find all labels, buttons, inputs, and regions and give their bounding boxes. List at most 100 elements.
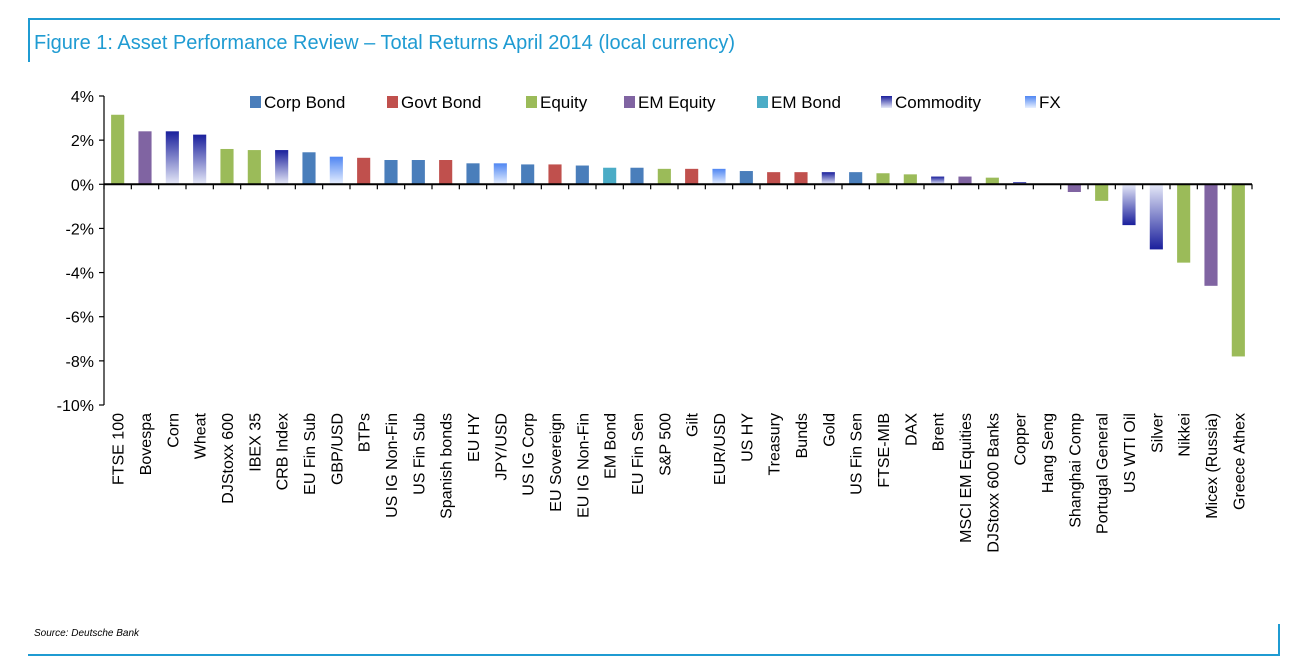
bar: [1067, 184, 1081, 193]
x-tick-label: Bovespa: [138, 413, 155, 475]
x-tick-label: Corn: [165, 413, 182, 448]
x-tick-label: DJStoxx 600 Banks: [985, 413, 1002, 553]
x-tick-label: Wheat: [193, 412, 210, 459]
x-tick-label: BTPs: [357, 413, 374, 452]
x-tick-label: US HY: [739, 413, 756, 462]
bar: [493, 163, 507, 185]
x-tick-label: DJStoxx 600: [220, 413, 237, 504]
legend-label: EM Bond: [771, 93, 841, 112]
bar: [439, 160, 453, 185]
x-tick-label: DAX: [903, 413, 920, 446]
y-tick-label: -2%: [66, 221, 94, 238]
x-tick-label: Portugal General: [1095, 413, 1112, 534]
x-tick-label: Silver: [1149, 412, 1166, 453]
bar: [275, 150, 289, 185]
bar: [767, 172, 781, 185]
bar: [1095, 184, 1109, 201]
legend-swatch: [881, 96, 892, 108]
y-tick-label: -6%: [66, 310, 94, 327]
legend-swatch: [387, 96, 398, 108]
x-tick-label: EU IG Non-Fin: [575, 413, 592, 518]
legend-label: FX: [1039, 93, 1061, 112]
x-tick-label: EU Fin Sen: [630, 413, 647, 495]
legend-swatch: [757, 96, 768, 108]
x-tick-label: Copper: [1013, 412, 1030, 465]
bar: [111, 114, 125, 185]
x-tick-label: Greece Athex: [1231, 413, 1248, 510]
bar: [657, 168, 671, 185]
x-tick-label: US WTI Oil: [1122, 413, 1139, 493]
x-tick-label: FTSE 100: [111, 413, 128, 485]
legend-swatch: [1025, 96, 1036, 108]
x-tick-label: Shanghai Comp: [1067, 413, 1084, 528]
x-tick-label: US Fin Sub: [411, 413, 428, 495]
x-tick-label: EU HY: [466, 413, 483, 462]
bar: [1013, 182, 1027, 185]
x-tick-label: Brent: [931, 412, 948, 451]
bar: [220, 148, 234, 185]
x-tick-label: US IG Corp: [521, 413, 538, 496]
bar: [630, 167, 644, 185]
bar: [1204, 184, 1218, 286]
bar: [876, 173, 890, 185]
bar: [521, 164, 535, 185]
bar: [739, 171, 753, 185]
bar: [958, 176, 972, 185]
y-tick-label: 2%: [71, 133, 94, 150]
x-tick-label: Bunds: [794, 413, 811, 458]
x-tick-label: EU Sovereign: [548, 413, 565, 512]
bars: [111, 114, 1245, 357]
bar: [302, 152, 316, 185]
x-tick-label: US IG Non-Fin: [384, 413, 401, 518]
x-axis: FTSE 100 Bovespa Corn Wheat DJStoxx 600 IBEX …: [103, 183, 1253, 553]
bar: [985, 177, 999, 185]
bar: [357, 157, 371, 185]
x-tick-label: CRB Index: [275, 413, 292, 490]
x-tick-label: Hang Seng: [1040, 413, 1057, 493]
x-tick-label: GBP/USD: [329, 413, 346, 485]
frame-right-rule: [1278, 624, 1280, 656]
x-tick-label: FTSE-MIB: [876, 413, 893, 488]
bar: [712, 168, 726, 185]
x-tick-label: EUR/USD: [712, 413, 729, 485]
x-tick-label: Micex (Russia): [1204, 413, 1221, 519]
y-tick-label: 0%: [71, 177, 94, 194]
x-tick-label: Gold: [821, 413, 838, 447]
x-tick-label: Nikkei: [1177, 413, 1194, 457]
bar: [384, 160, 398, 185]
bar: [849, 172, 863, 185]
legend-swatch: [624, 96, 635, 108]
legend: Corp Bond Govt Bond Equity EM Equity EM Bond…: [250, 93, 1061, 112]
bar: [247, 150, 261, 185]
bar: [138, 131, 152, 185]
bar: [603, 167, 617, 185]
x-tick-label: EM Bond: [603, 413, 620, 479]
legend-swatch: [250, 96, 261, 108]
frame-top-rule: [28, 18, 1280, 20]
legend-swatch: [526, 96, 537, 108]
bar: [794, 172, 808, 185]
legend-label: EM Equity: [638, 93, 716, 112]
bar: [193, 134, 207, 185]
bar: [548, 164, 562, 185]
frame-left-rule: [28, 18, 30, 62]
bar: [165, 131, 179, 185]
bar: [575, 165, 589, 185]
y-axis: 4% 2% 0% -2% -4% -6% -8% -10%: [57, 89, 105, 415]
x-tick-label: Spanish bonds: [439, 413, 456, 519]
x-tick-label: S&P 500: [657, 413, 674, 476]
bar: [466, 163, 480, 185]
bar: [329, 156, 343, 185]
frame-bottom-rule: [28, 654, 1280, 656]
x-tick-label: Treasury: [767, 413, 784, 476]
bar: [903, 174, 917, 185]
bar: [931, 176, 945, 185]
x-tick-label: US Fin Sen: [849, 413, 866, 495]
x-tick-label: EU Fin Sub: [302, 413, 319, 495]
bar: [1231, 184, 1245, 357]
y-tick-label: -4%: [66, 266, 94, 283]
y-tick-label: -10%: [57, 398, 94, 415]
bar: [1149, 184, 1163, 250]
legend-label: Corp Bond: [264, 93, 345, 112]
